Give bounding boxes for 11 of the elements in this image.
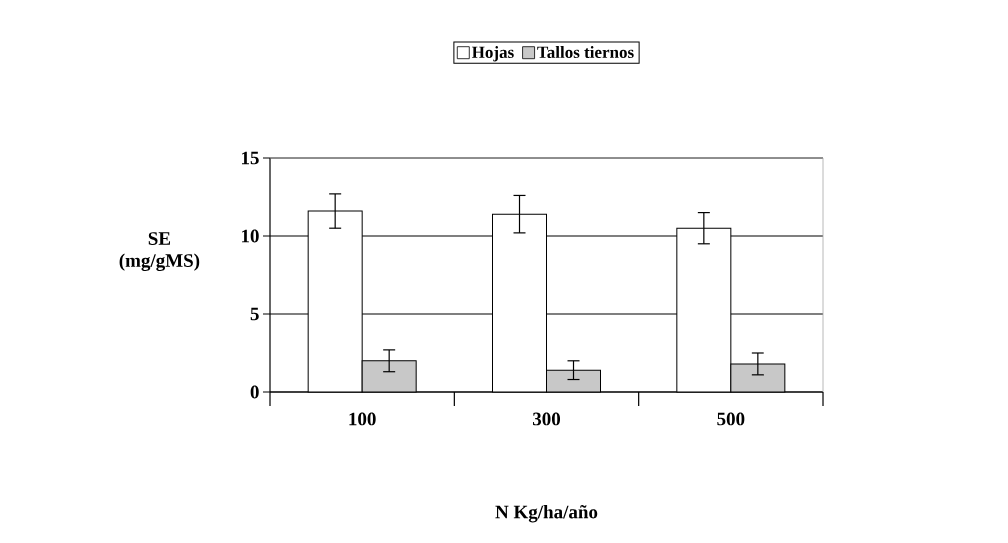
legend-label: Hojas (471, 46, 514, 62)
y-axis-title: SE (mg/gMS) (119, 232, 200, 271)
y-tick-label: 0 (250, 385, 259, 399)
x-tick-label: 300 (532, 412, 561, 426)
y-tick-label: 5 (250, 307, 259, 321)
x-tick-label: 100 (349, 412, 376, 426)
y-tick-label: 10 (241, 229, 259, 243)
x-axis-title: N Kg/ha/año (495, 504, 598, 523)
legend-label: Tallos tiernos (537, 46, 634, 59)
x-tick-label: 500 (717, 412, 745, 426)
y-tick-label: 15 (241, 151, 259, 165)
